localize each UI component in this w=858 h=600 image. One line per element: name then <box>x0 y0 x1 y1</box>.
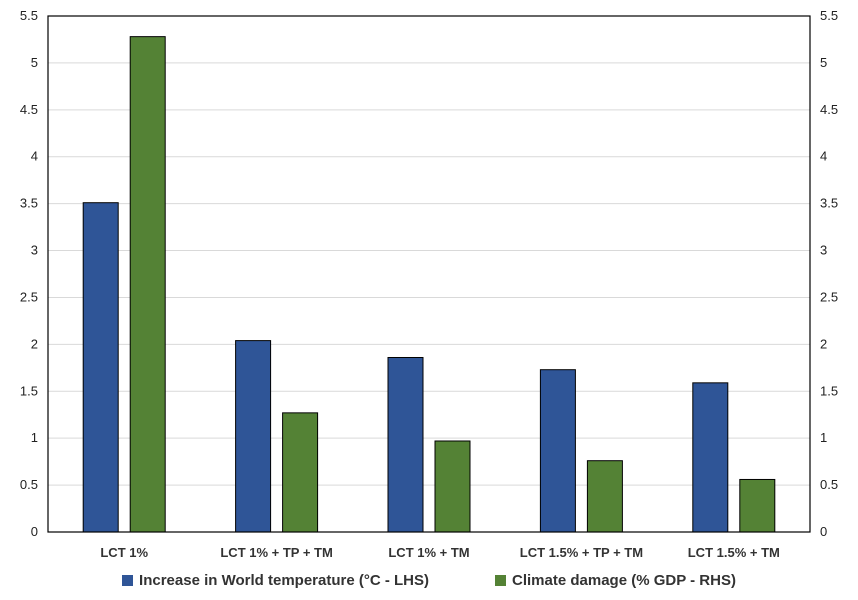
bar-temperature <box>692 382 729 533</box>
bar-climate-damage <box>434 440 471 533</box>
left-tick-label: 2 <box>31 336 38 351</box>
legend-label-damage: Climate damage (% GDP - RHS) <box>512 572 736 589</box>
legend-swatch-temperature <box>122 575 134 586</box>
left-axis-ticks: 0 0.5 1 1.5 2 2.5 3 3.5 4 4.5 5 5.5 <box>20 8 38 539</box>
legend-item-damage: Climate damage (% GDP - RHS) <box>495 572 736 589</box>
category-label: LCT 1.5% + TM <box>688 545 780 560</box>
right-tick-label: 2 <box>820 336 827 351</box>
left-tick-label: 5 <box>31 55 38 70</box>
left-tick-label: 2.5 <box>20 289 38 304</box>
category-label: LCT 1.5% + TP + TM <box>520 545 643 560</box>
left-tick-label: 1.5 <box>20 383 38 398</box>
left-tick-label: 4 <box>31 149 38 164</box>
bars <box>82 36 776 533</box>
legend-item-temperature: Increase in World temperature (°C - LHS) <box>122 572 429 589</box>
right-tick-label: 4 <box>820 149 827 164</box>
right-tick-label: 1 <box>820 430 827 445</box>
left-tick-label: 4.5 <box>20 102 38 117</box>
bar-temperature <box>82 202 119 533</box>
right-tick-label: 3.5 <box>820 196 838 211</box>
gridlines <box>48 62 810 486</box>
right-tick-label: 5.5 <box>820 8 838 23</box>
bar-temperature <box>235 340 272 533</box>
left-tick-label: 3 <box>31 243 38 258</box>
right-tick-label: 2.5 <box>820 289 838 304</box>
left-tick-label: 1 <box>31 430 38 445</box>
category-label: LCT 1% + TP + TM <box>220 545 332 560</box>
legend-swatch-damage <box>495 575 506 586</box>
right-tick-label: 5 <box>820 55 827 70</box>
plot-frame <box>47 15 811 533</box>
bar-climate-damage <box>282 412 319 533</box>
left-tick-label: 5.5 <box>20 8 38 23</box>
left-tick-label: 3.5 <box>20 196 38 211</box>
bar-climate-damage <box>739 478 776 533</box>
right-tick-label: 3 <box>820 243 827 258</box>
bar-temperature <box>539 369 576 533</box>
legend: Increase in World temperature (°C - LHS)… <box>0 572 858 589</box>
category-label: LCT 1% + TM <box>388 545 469 560</box>
right-tick-label: 4.5 <box>820 102 838 117</box>
right-tick-label: 1.5 <box>820 383 838 398</box>
category-labels: LCT 1% LCT 1% + TP + TM LCT 1% + TM LCT 1.5… <box>100 545 779 560</box>
legend-label-temperature: Increase in World temperature (°C - LHS) <box>139 572 429 589</box>
bar-temperature <box>387 356 424 533</box>
bar-climate-damage <box>586 460 623 533</box>
left-tick-label: 0.5 <box>20 477 38 492</box>
right-tick-label: 0 <box>820 524 827 539</box>
right-tick-label: 0.5 <box>820 477 838 492</box>
right-axis-ticks: 0 0.5 1 1.5 2 2.5 3 3.5 4 4.5 5 5.5 <box>820 8 838 539</box>
left-tick-label: 0 <box>31 524 38 539</box>
bar-climate-damage <box>129 36 166 533</box>
category-label: LCT 1% <box>100 545 148 560</box>
